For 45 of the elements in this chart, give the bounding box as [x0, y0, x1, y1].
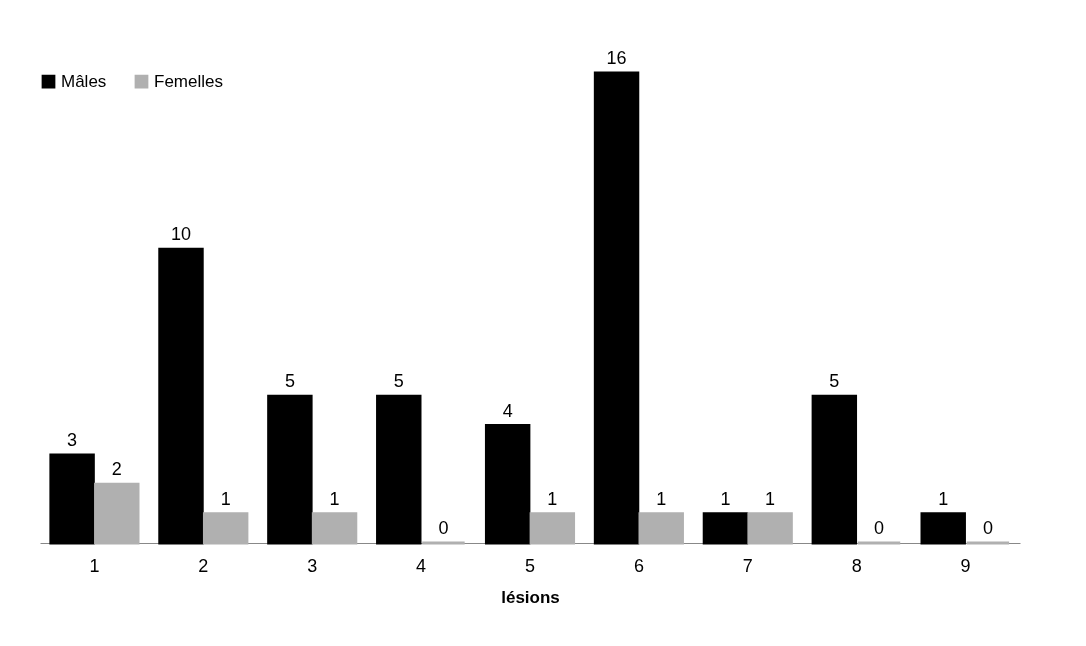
bar	[920, 512, 966, 545]
x-tick-label: 2	[198, 555, 209, 576]
bar	[529, 512, 576, 545]
legend-label: Mâles	[61, 71, 107, 91]
data-label: 0	[982, 518, 993, 538]
x-axis-title: lésions	[501, 587, 560, 607]
data-label: 1	[720, 488, 731, 509]
data-label: 5	[393, 371, 404, 392]
bar	[49, 453, 95, 545]
bar	[158, 247, 204, 545]
data-label: 5	[284, 371, 295, 392]
legend-label: Femelles	[154, 71, 223, 91]
data-label: 5	[829, 371, 840, 392]
data-label: 1	[547, 488, 558, 509]
x-tick-label: 1	[89, 555, 100, 576]
x-tick-label: 9	[960, 555, 971, 576]
data-label: 16	[606, 48, 627, 68]
data-label: 0	[438, 518, 449, 538]
data-label: 4	[502, 400, 513, 421]
data-label: 1	[329, 488, 340, 509]
bar	[747, 512, 793, 545]
x-tick-label: 7	[742, 555, 753, 576]
bar	[484, 424, 531, 545]
x-tick-label: 8	[851, 555, 862, 576]
bar	[376, 394, 422, 545]
x-tick-label: 5	[524, 555, 536, 576]
x-tick-label: 6	[633, 555, 644, 576]
data-label: 0	[874, 518, 885, 538]
x-tick-label: 3	[307, 555, 318, 576]
bar	[702, 512, 749, 545]
data-label: 1	[765, 488, 776, 509]
bar	[267, 394, 313, 545]
bar	[593, 71, 640, 545]
bar	[202, 512, 249, 545]
data-label: 2	[111, 459, 122, 480]
bar	[94, 482, 140, 545]
data-label: 1	[938, 488, 949, 509]
x-tick-label: 4	[416, 555, 427, 576]
data-label: 1	[220, 488, 231, 509]
bar	[811, 394, 858, 545]
data-label: 3	[67, 429, 78, 450]
bar	[638, 512, 684, 545]
data-label: 10	[170, 224, 192, 245]
data-label: 1	[656, 488, 667, 509]
bar	[311, 512, 358, 545]
